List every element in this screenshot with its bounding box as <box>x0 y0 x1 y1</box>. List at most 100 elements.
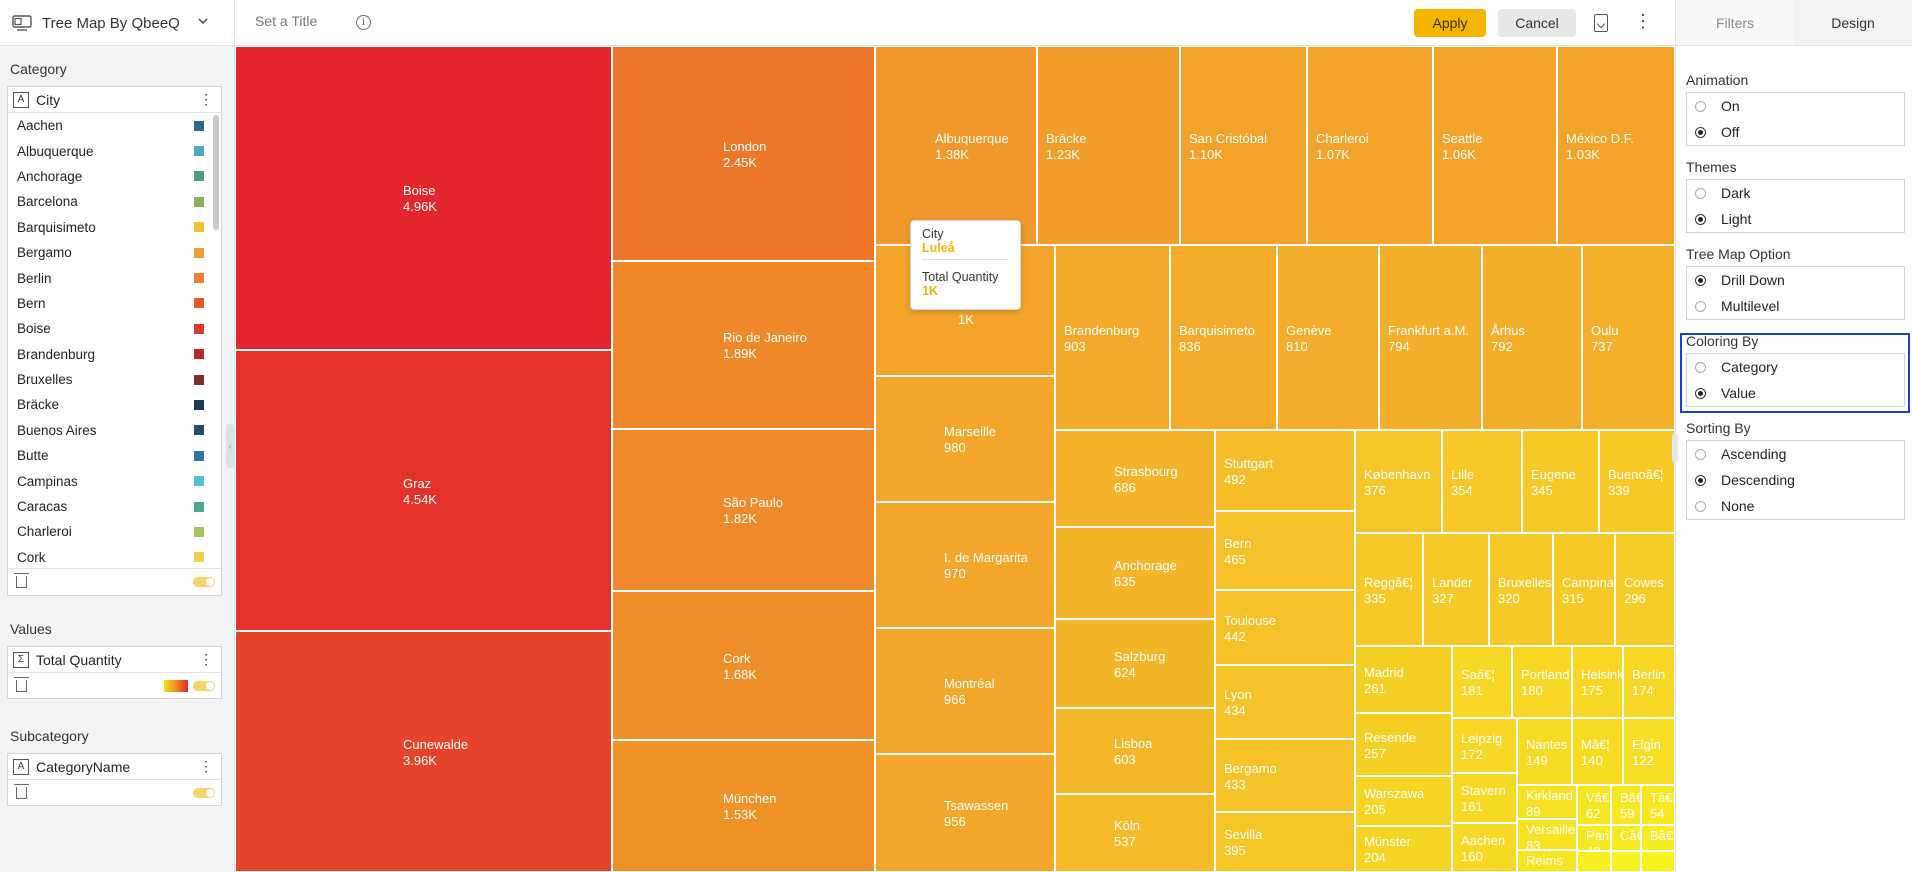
treemap-tile[interactable]: Stuttgart 492 <box>1215 430 1355 511</box>
category-member[interactable]: Charleroi <box>8 519 221 544</box>
treemap-tile[interactable]: München 1.53K <box>612 740 875 872</box>
values-toggle[interactable] <box>193 681 215 691</box>
radio-button[interactable] <box>1695 387 1706 399</box>
treemap-tile[interactable]: Barquisimeto 836 <box>1170 245 1277 430</box>
radio-button[interactable] <box>1695 126 1706 138</box>
treemap-tile[interactable]: Vâ€¦ 62 <box>1577 785 1611 825</box>
color-swatch[interactable] <box>194 526 204 537</box>
radio-option-descending[interactable]: Descending <box>1687 467 1904 493</box>
category-member[interactable]: Brandenburg <box>8 342 221 367</box>
treemap-tile[interactable]: Salzburg 624 <box>1055 619 1215 708</box>
treemap-tile[interactable]: Graz 4.54K <box>235 350 612 631</box>
category-member[interactable]: Campinas <box>8 468 221 493</box>
treemap-tile[interactable]: Reims71 <box>1517 850 1577 872</box>
category-member[interactable]: Boise <box>8 316 221 341</box>
treemap-tile[interactable]: Cunewalde 3.96K <box>235 631 612 872</box>
treemap-tile[interactable]: Elgin 122 <box>1623 718 1675 785</box>
treemap-tile[interactable]: Münster 204 <box>1355 826 1452 872</box>
radio-option-drill-down[interactable]: Drill Down <box>1687 267 1904 293</box>
treemap-tile[interactable]: Paris48 <box>1577 825 1611 851</box>
treemap-chart[interactable]: Boise 4.96K Graz 4.54K Cunewalde 3.96K London 2… <box>235 46 1675 872</box>
field-menu-icon[interactable]: ⋮ <box>199 651 213 667</box>
treemap-tile[interactable]: Bruxelles 320 <box>1489 533 1553 646</box>
treemap-tile[interactable]: Albuquerque 1.38K <box>875 46 1037 245</box>
treemap-tile[interactable]: Bâ€¦ <box>1641 825 1675 851</box>
radio-button[interactable] <box>1695 300 1706 312</box>
treemap-tile[interactable]: Madrid 261 <box>1355 646 1452 713</box>
treemap-tile[interactable]: Brandenburg 903 <box>1055 245 1170 430</box>
treemap-tile[interactable]: Berlin 174 <box>1623 646 1675 718</box>
treemap-tile[interactable]: Lisboa 603 <box>1055 708 1215 794</box>
treemap-tile[interactable] <box>1577 851 1611 872</box>
info-icon[interactable]: i <box>356 15 371 30</box>
category-toggle[interactable] <box>193 577 215 587</box>
radio-option-value[interactable]: Value <box>1687 380 1904 406</box>
treemap-tile[interactable]: Stavern 161 <box>1452 773 1517 823</box>
treemap-tile[interactable]: Lander 327 <box>1423 533 1489 646</box>
treemap-tile[interactable]: Cork 1.68K <box>612 591 875 740</box>
treemap-tile[interactable]: Warszawa 205 <box>1355 776 1452 826</box>
treemap-tile[interactable]: Marseille 980 <box>875 376 1055 502</box>
radio-option-ascending[interactable]: Ascending <box>1687 441 1904 467</box>
more-options-icon[interactable]: ⋮ <box>1634 11 1652 31</box>
treemap-tile[interactable]: I. de Margarita 970 <box>875 502 1055 628</box>
radio-option-none[interactable]: None <box>1687 493 1904 519</box>
right-panel-handle[interactable] <box>1672 434 1678 462</box>
color-swatch[interactable] <box>194 552 204 563</box>
treemap-tile[interactable]: Toulouse 442 <box>1215 590 1355 665</box>
color-swatch[interactable] <box>194 171 204 182</box>
treemap-tile[interactable]: Charleroi 1.07K <box>1307 46 1433 245</box>
radio-button[interactable] <box>1695 500 1706 512</box>
category-member[interactable]: Buenos Aires <box>8 418 221 443</box>
treemap-tile[interactable]: Tâ€¦ 54 <box>1641 785 1675 825</box>
treemap-tile[interactable]: Bâ€¦59 <box>1611 785 1641 825</box>
color-swatch[interactable] <box>194 349 204 360</box>
category-member[interactable]: Cork <box>8 545 221 568</box>
tab-design[interactable]: Design <box>1794 0 1912 45</box>
treemap-tile[interactable]: Buenoâ€¦ 339 <box>1599 430 1675 533</box>
collapse-panel-handle[interactable]: ‹ <box>226 424 234 468</box>
treemap-tile[interactable] <box>1641 851 1675 872</box>
radio-button[interactable] <box>1695 474 1706 486</box>
cancel-button[interactable]: Cancel <box>1498 9 1576 37</box>
color-swatch[interactable] <box>194 425 204 436</box>
category-members-list[interactable]: Aachen Albuquerque Anchorage Barcelona Barqu… <box>8 113 221 568</box>
color-swatch[interactable] <box>194 298 204 309</box>
color-swatch[interactable] <box>194 450 204 461</box>
widget-type-selector[interactable]: Tree Map By QbeeQ <box>0 0 235 46</box>
delete-icon[interactable] <box>14 783 29 799</box>
color-swatch[interactable] <box>194 120 204 131</box>
treemap-tile[interactable]: Kirkland 89 <box>1517 785 1577 819</box>
treemap-tile[interactable]: Strasbourg 686 <box>1055 430 1215 527</box>
color-swatch[interactable] <box>194 399 204 410</box>
radio-button[interactable] <box>1695 361 1706 373</box>
treemap-tile[interactable]: Anchorage 635 <box>1055 527 1215 619</box>
treemap-tile[interactable]: Bräcke 1.23K <box>1037 46 1180 245</box>
treemap-tile[interactable]: Sevilla 395 <box>1215 812 1355 872</box>
subcategory-toggle[interactable] <box>193 788 215 798</box>
treemap-tile[interactable]: México D.F. 1.03K <box>1557 46 1675 245</box>
radio-button[interactable] <box>1695 274 1706 286</box>
treemap-tile[interactable]: Nantes 149 <box>1517 718 1572 785</box>
treemap-tile[interactable]: Mâ€¦ 140 <box>1572 718 1623 785</box>
radio-option-on[interactable]: On <box>1687 93 1904 119</box>
treemap-tile[interactable]: Lyon 434 <box>1215 665 1355 739</box>
radio-button[interactable] <box>1695 100 1706 112</box>
treemap-tile[interactable]: Rio de Janeiro 1.89K <box>612 261 875 429</box>
category-member[interactable]: Anchorage <box>8 164 221 189</box>
treemap-tile[interactable]: Saâ€¦ 181 <box>1452 646 1512 718</box>
radio-option-multilevel[interactable]: Multilevel <box>1687 293 1904 319</box>
color-swatch[interactable] <box>194 501 204 512</box>
treemap-tile[interactable]: Eugene 345 <box>1522 430 1599 533</box>
color-swatch[interactable] <box>194 374 204 385</box>
color-swatch[interactable] <box>194 247 204 258</box>
values-field[interactable]: Σ Total Quantity ⋮ <box>8 647 221 673</box>
treemap-tile[interactable]: San Cristóbal 1.10K <box>1180 46 1307 245</box>
category-member[interactable]: Bräcke <box>8 392 221 417</box>
treemap-tile[interactable]: Helsinki 175 <box>1572 646 1623 718</box>
treemap-tile[interactable]: Århus 792 <box>1482 245 1582 430</box>
treemap-tile[interactable]: London 2.45K <box>612 46 875 261</box>
treemap-tile[interactable]: Aachen 160 <box>1452 823 1517 872</box>
chevron-down-icon[interactable] <box>197 15 209 27</box>
category-field[interactable]: A City ⋮ <box>8 87 221 113</box>
